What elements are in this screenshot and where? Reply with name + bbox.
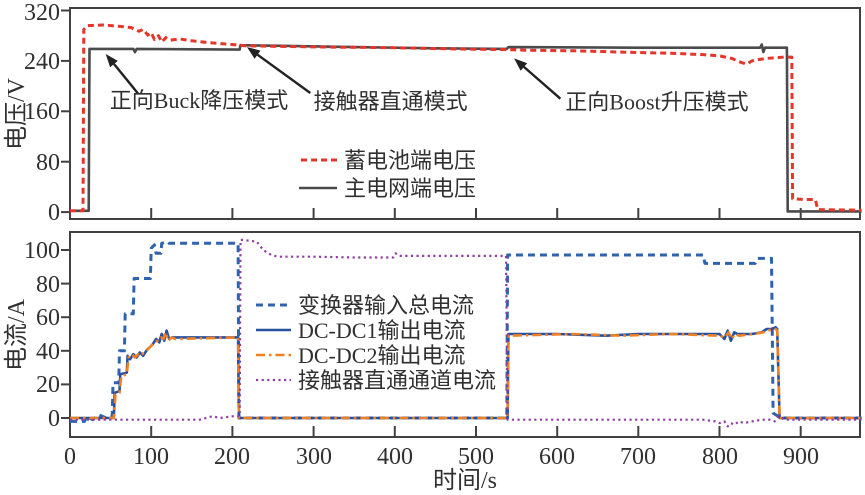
voltage-axis-title: 电压/V bbox=[3, 77, 30, 150]
annotation-buck-mode: 正向Buck降压模式 bbox=[110, 88, 288, 113]
dcdc1-output-current-legend-label: DC-DC1输出电流 bbox=[298, 318, 465, 343]
xtick-0: 0 bbox=[64, 444, 76, 470]
xtick-200: 200 bbox=[214, 444, 250, 470]
current-axis-title: 电流/A bbox=[3, 298, 30, 371]
voltage-ytick-320: 320 bbox=[24, 0, 60, 26]
voltage-ytick-160: 160 bbox=[24, 99, 60, 125]
current-legend: 变换器输入总电流 DC-DC1输出电流 DC-DC2输出电流 接触器直通通道电流 bbox=[256, 293, 496, 393]
series-dcdc1-output-current bbox=[70, 325, 862, 420]
grid-voltage-legend-label: 主电网端电压 bbox=[344, 176, 476, 201]
voltage-ytick-240: 240 bbox=[24, 49, 60, 75]
voltage-chart: 正向Buck降压模式 接触器直通模式 正向Boost升压模式 0 80 160 24… bbox=[3, 0, 862, 226]
voltage-series bbox=[70, 23, 862, 213]
xtick-400: 400 bbox=[377, 444, 413, 470]
voltage-annotations: 正向Buck降压模式 接触器直通模式 正向Boost升压模式 bbox=[105, 47, 749, 114]
annotation-arrowhead-boost-mode bbox=[514, 58, 528, 71]
current-ytick-40: 40 bbox=[36, 339, 60, 365]
contactor-channel-current-legend-label: 接触器直通通道电流 bbox=[298, 368, 496, 393]
series-battery-voltage bbox=[70, 23, 862, 213]
series-grid-voltage bbox=[70, 43, 862, 213]
current-frame bbox=[69, 231, 861, 438]
current-series bbox=[70, 238, 862, 428]
current-ytick-0: 0 bbox=[48, 406, 60, 432]
xtick-900: 900 bbox=[783, 444, 819, 470]
series-dcdc2-output-current bbox=[70, 327, 862, 420]
xtick-300: 300 bbox=[296, 444, 332, 470]
battery-voltage-legend-label: 蓄电池端电压 bbox=[344, 148, 476, 173]
voltage-ytick-80: 80 bbox=[36, 150, 60, 176]
annotation-arrowhead-buck-mode bbox=[105, 54, 118, 68]
annotation-arrow-buck-mode bbox=[113, 63, 140, 95]
xtick-700: 700 bbox=[620, 444, 656, 470]
series-contactor-channel-current bbox=[70, 238, 862, 428]
voltage-frame bbox=[69, 7, 861, 220]
current-axes bbox=[61, 231, 861, 438]
current-ytick-100: 100 bbox=[24, 238, 60, 264]
annotation-boost-mode: 正向Boost升压模式 bbox=[565, 89, 748, 114]
series-converter-input-current bbox=[70, 240, 862, 423]
xtick-800: 800 bbox=[702, 444, 738, 470]
current-ytick-80: 80 bbox=[36, 272, 60, 298]
annotation-contactor-mode: 接触器直通模式 bbox=[314, 89, 468, 114]
xtick-500: 500 bbox=[458, 444, 494, 470]
current-chart: 0 20 40 60 80 100 电流/A 0 100 200 300 400… bbox=[3, 231, 862, 494]
annotation-arrow-boost-mode bbox=[523, 65, 562, 100]
voltage-ytick-0: 0 bbox=[48, 200, 60, 226]
current-ytick-20: 20 bbox=[36, 372, 60, 398]
annotation-arrowhead-contactor-mode bbox=[247, 47, 261, 59]
dcdc2-output-current-legend-label: DC-DC2输出电流 bbox=[298, 343, 465, 368]
xtick-100: 100 bbox=[133, 444, 169, 470]
current-ytick-60: 60 bbox=[36, 305, 60, 331]
converter-input-current-legend-label: 变换器输入总电流 bbox=[298, 293, 474, 318]
time-axis-title: 时间/s bbox=[433, 467, 497, 494]
voltage-axes bbox=[61, 7, 861, 220]
voltage-legend: 蓄电池端电压 主电网端电压 bbox=[299, 148, 476, 201]
xtick-600: 600 bbox=[539, 444, 575, 470]
annotation-arrow-contactor-mode bbox=[256, 53, 312, 94]
